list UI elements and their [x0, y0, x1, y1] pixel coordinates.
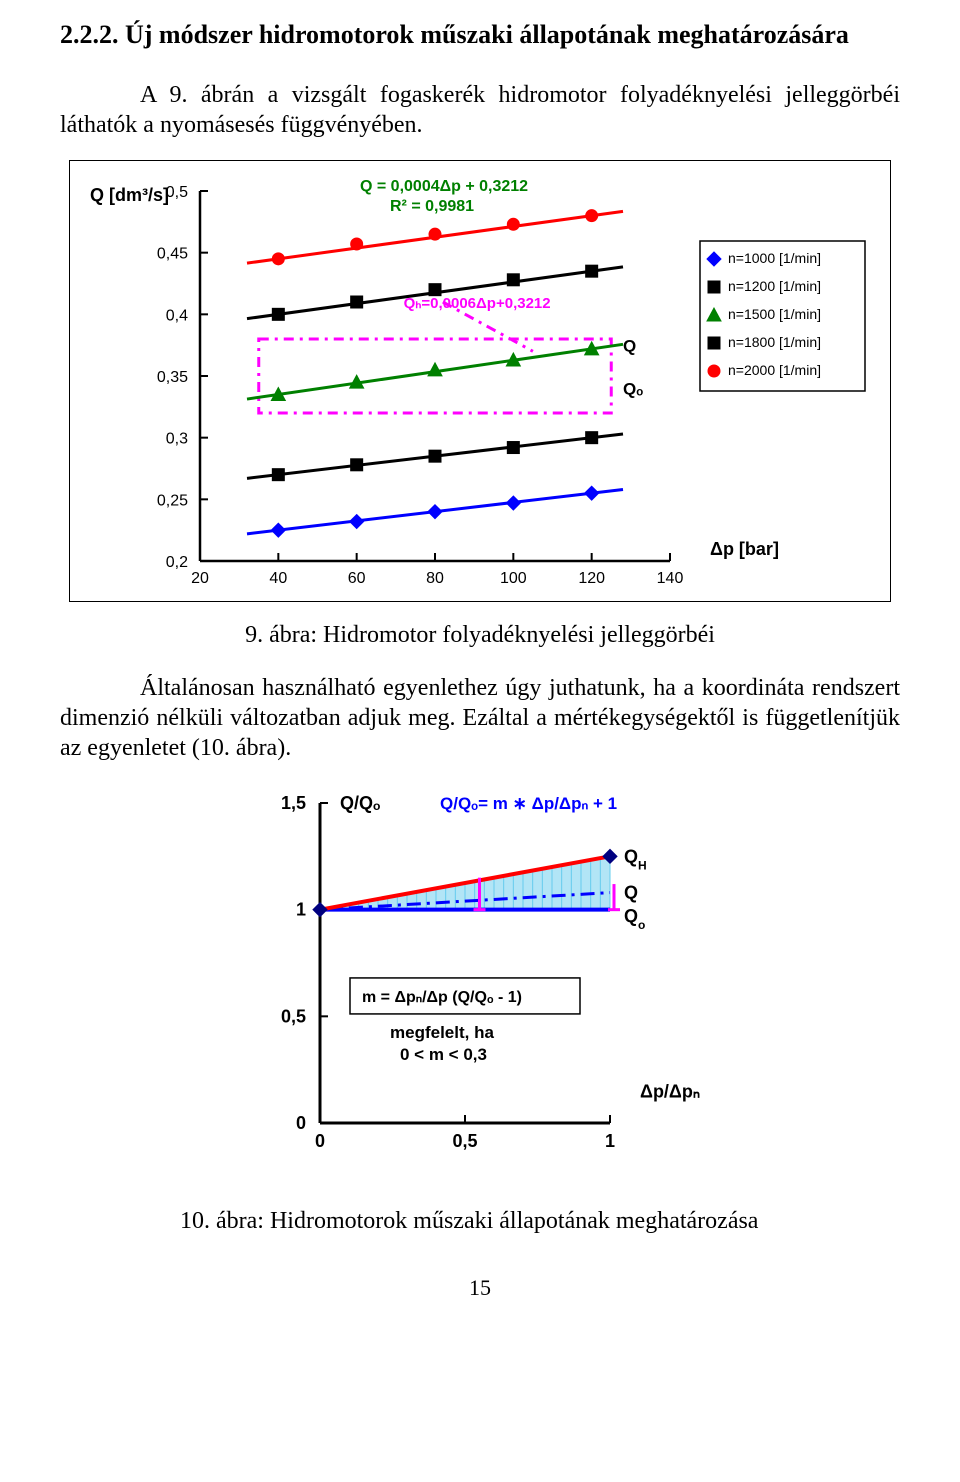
svg-text:100: 100	[500, 570, 527, 587]
svg-text:Qₒ: Qₒ	[623, 380, 643, 399]
svg-text:0,4: 0,4	[166, 307, 188, 324]
svg-text:40: 40	[269, 570, 287, 587]
svg-text:n=1800 [1/min]: n=1800 [1/min]	[728, 334, 821, 350]
svg-text:Qo: Qo	[624, 906, 645, 932]
svg-text:Q = 0,0004Δp + 0,3212: Q = 0,0004Δp + 0,3212	[360, 178, 528, 195]
svg-text:1: 1	[605, 1131, 615, 1151]
svg-text:QH: QH	[624, 846, 647, 872]
svg-text:megfelelt, ha: megfelelt, ha	[390, 1023, 494, 1042]
svg-text:Q: Q	[624, 883, 638, 903]
svg-text:R² = 0,9981: R² = 0,9981	[390, 198, 474, 215]
svg-text:Q/Qₒ= m ∗ Δp/Δpₙ + 1: Q/Qₒ= m ∗ Δp/Δpₙ + 1	[440, 794, 617, 813]
svg-text:Q: Q	[623, 336, 636, 355]
svg-text:0,5: 0,5	[452, 1131, 477, 1151]
svg-text:60: 60	[348, 570, 366, 587]
svg-text:n=2000 [1/min]: n=2000 [1/min]	[728, 362, 821, 378]
svg-text:20: 20	[191, 570, 209, 587]
svg-text:80: 80	[426, 570, 444, 587]
svg-text:0,2: 0,2	[166, 554, 188, 571]
svg-text:n=1500 [1/min]: n=1500 [1/min]	[728, 306, 821, 322]
chart-2-wrap: 0 0,5 1 0 0,5 1 1,5 Q/Qₒ Q/Qₒ= m ∗ Δp/Δpₙ + 1 QH Q…	[220, 783, 740, 1188]
svg-text:1: 1	[296, 900, 306, 920]
svg-text:Q [dm³/s]: Q [dm³/s]	[90, 185, 169, 205]
svg-text:0,35: 0,35	[157, 369, 188, 386]
svg-text:n=1200 [1/min]: n=1200 [1/min]	[728, 278, 821, 294]
svg-text:Qₕ=0,0006Δp+0,3212: Qₕ=0,0006Δp+0,3212	[404, 295, 551, 312]
figure-10-caption: 10. ábra: Hidromotorok műszaki állapotán…	[180, 1208, 900, 1235]
svg-text:0,3: 0,3	[166, 431, 188, 448]
svg-text:0,25: 0,25	[157, 492, 188, 509]
svg-text:0: 0	[296, 1113, 306, 1133]
paragraph-1: A 9. ábrán a vizsgált fogaskerék hidromo…	[60, 80, 900, 140]
paragraph-2: Általánosan használható egyenlethez úgy …	[60, 673, 900, 763]
svg-text:140: 140	[657, 570, 684, 587]
svg-text:0,45: 0,45	[157, 246, 188, 263]
section-title: 2.2.2. Új módszer hidromotorok műszaki á…	[60, 20, 900, 50]
figure-9-caption: 9. ábra: Hidromotor folyadéknyelési jell…	[60, 622, 900, 649]
chart-1-frame: Q [dm³/s] 20 40 60 80 100 120 140 0,2 0,25 0,3 0,35…	[69, 160, 891, 602]
svg-text:m = Δpₙ/Δp (Q/Qₒ - 1): m = Δpₙ/Δp (Q/Qₒ - 1)	[362, 989, 522, 1006]
svg-text:0,5: 0,5	[166, 184, 188, 201]
chart-2-svg: 0 0,5 1 0 0,5 1 1,5 Q/Qₒ Q/Qₒ= m ∗ Δp/Δpₙ + 1 QH Q…	[220, 783, 740, 1183]
svg-text:0 < m < 0,3: 0 < m < 0,3	[400, 1045, 487, 1064]
svg-text:0,5: 0,5	[281, 1006, 306, 1026]
svg-text:Δp [bar]: Δp [bar]	[710, 539, 779, 559]
svg-text:n=1000 [1/min]: n=1000 [1/min]	[728, 250, 821, 266]
svg-text:0: 0	[315, 1131, 325, 1151]
chart-1-svg: Q [dm³/s] 20 40 60 80 100 120 140 0,2 0,25 0,3 0,35…	[70, 161, 890, 601]
page-number: 15	[60, 1275, 900, 1301]
svg-text:Δp/Δpₙ: Δp/Δpₙ	[640, 1081, 700, 1101]
svg-text:1,5: 1,5	[281, 793, 306, 813]
svg-text:Q/Qₒ: Q/Qₒ	[340, 793, 380, 813]
svg-text:120: 120	[578, 570, 605, 587]
